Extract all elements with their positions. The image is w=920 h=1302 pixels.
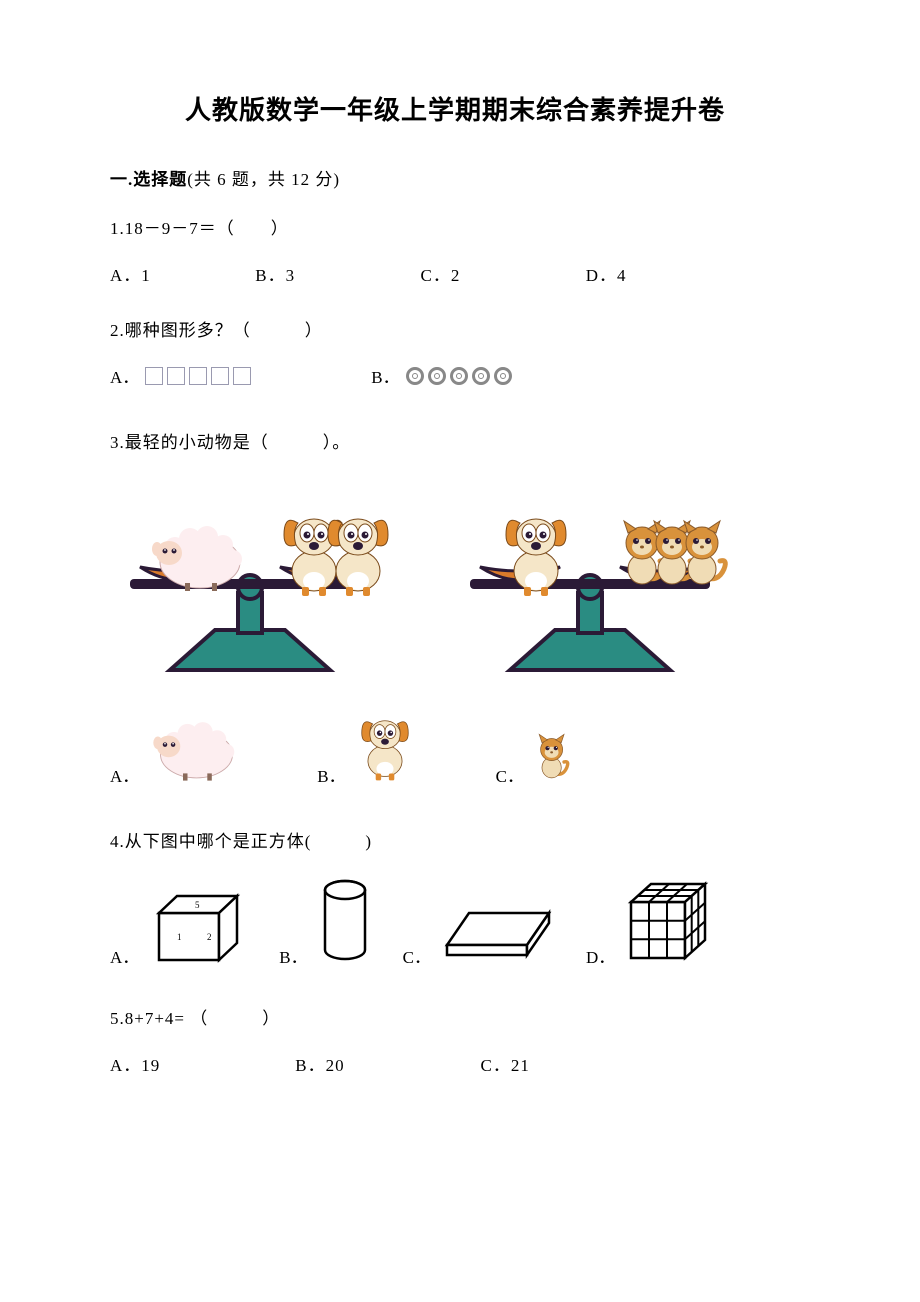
q3-opt-b: B． [317, 713, 415, 786]
dog-icon [354, 713, 416, 786]
q2-circles [406, 367, 512, 385]
section-prefix: 一.选择题 [110, 170, 187, 189]
svg-text:5: 5 [195, 900, 200, 910]
q5-opt-a: A．19 [110, 1051, 290, 1076]
slab-icon [441, 903, 556, 968]
q3-opt-c-label: C． [496, 762, 524, 787]
square-icon [145, 367, 163, 385]
ring-icon [472, 367, 490, 385]
ring-icon [406, 367, 424, 385]
svg-text:1: 1 [177, 932, 182, 942]
q3-opt-a: A． [110, 705, 237, 787]
q3-options: A． B． C． [110, 705, 800, 787]
page-title: 人教版数学一年级上学期期末综合素养提升卷 [110, 90, 800, 127]
q4-opt-d-label: D． [586, 943, 615, 968]
q5-opt-c: C．21 [481, 1051, 601, 1076]
cube-grid-icon [625, 878, 715, 968]
sheep-icon [147, 705, 237, 787]
q1-opt-c: C．2 [421, 261, 581, 286]
q2-opt-a-label: A． [110, 363, 139, 388]
ring-icon [494, 367, 512, 385]
ring-icon [450, 367, 468, 385]
q4-opt-b-label: B． [279, 943, 307, 968]
q1-options: A．1 B．3 C．2 D．4 [110, 261, 800, 286]
q2-options: A． B． [110, 363, 800, 388]
q3-opt-a-label: A． [110, 762, 139, 787]
section-suffix: (共 6 题，共 12 分) [187, 170, 340, 189]
q3-text: 3.最轻的小动物是（ ）。 [110, 428, 800, 453]
q1-opt-b: B．3 [255, 261, 415, 286]
square-icon [189, 367, 207, 385]
q1-opt-d: D．4 [586, 261, 686, 286]
q4-opt-c: C． [403, 903, 556, 968]
cylinder-icon [318, 878, 373, 968]
section-heading: 一.选择题(共 6 题，共 12 分) [110, 165, 800, 190]
balance-2 [450, 475, 730, 675]
q4-opt-b: B． [279, 878, 372, 968]
balance-1 [110, 475, 390, 675]
svg-text:2: 2 [207, 932, 212, 942]
q3-balances [110, 475, 800, 675]
q5-opt-b: B．20 [295, 1051, 475, 1076]
cat-icon [532, 733, 574, 786]
q3-opt-c: C． [496, 733, 574, 786]
square-icon [167, 367, 185, 385]
ring-icon [428, 367, 446, 385]
square-icon [211, 367, 229, 385]
q4-options: A． 5 1 2 B． C． D． [110, 878, 800, 968]
q5-options: A．19 B．20 C．21 [110, 1051, 800, 1076]
q2-text: 2.哪种图形多？（ ） [110, 316, 800, 341]
q5-text: 5.8+7+4= （ ） [110, 1004, 800, 1029]
q4-opt-c-label: C． [403, 943, 431, 968]
q4-opt-a-label: A． [110, 943, 139, 968]
q4-opt-d: D． [586, 878, 715, 968]
q1-text: 1.18－9－7＝（ ） [110, 214, 800, 239]
q4-opt-a: A． 5 1 2 [110, 888, 249, 968]
q2-opt-b-label: B． [371, 363, 399, 388]
q1-opt-a: A．1 [110, 261, 250, 286]
cuboid-icon: 5 1 2 [149, 888, 249, 968]
q4-text: 4.从下图中哪个是正方体( ) [110, 827, 800, 852]
square-icon [233, 367, 251, 385]
q3-opt-b-label: B． [317, 762, 345, 787]
q2-squares [145, 367, 251, 385]
